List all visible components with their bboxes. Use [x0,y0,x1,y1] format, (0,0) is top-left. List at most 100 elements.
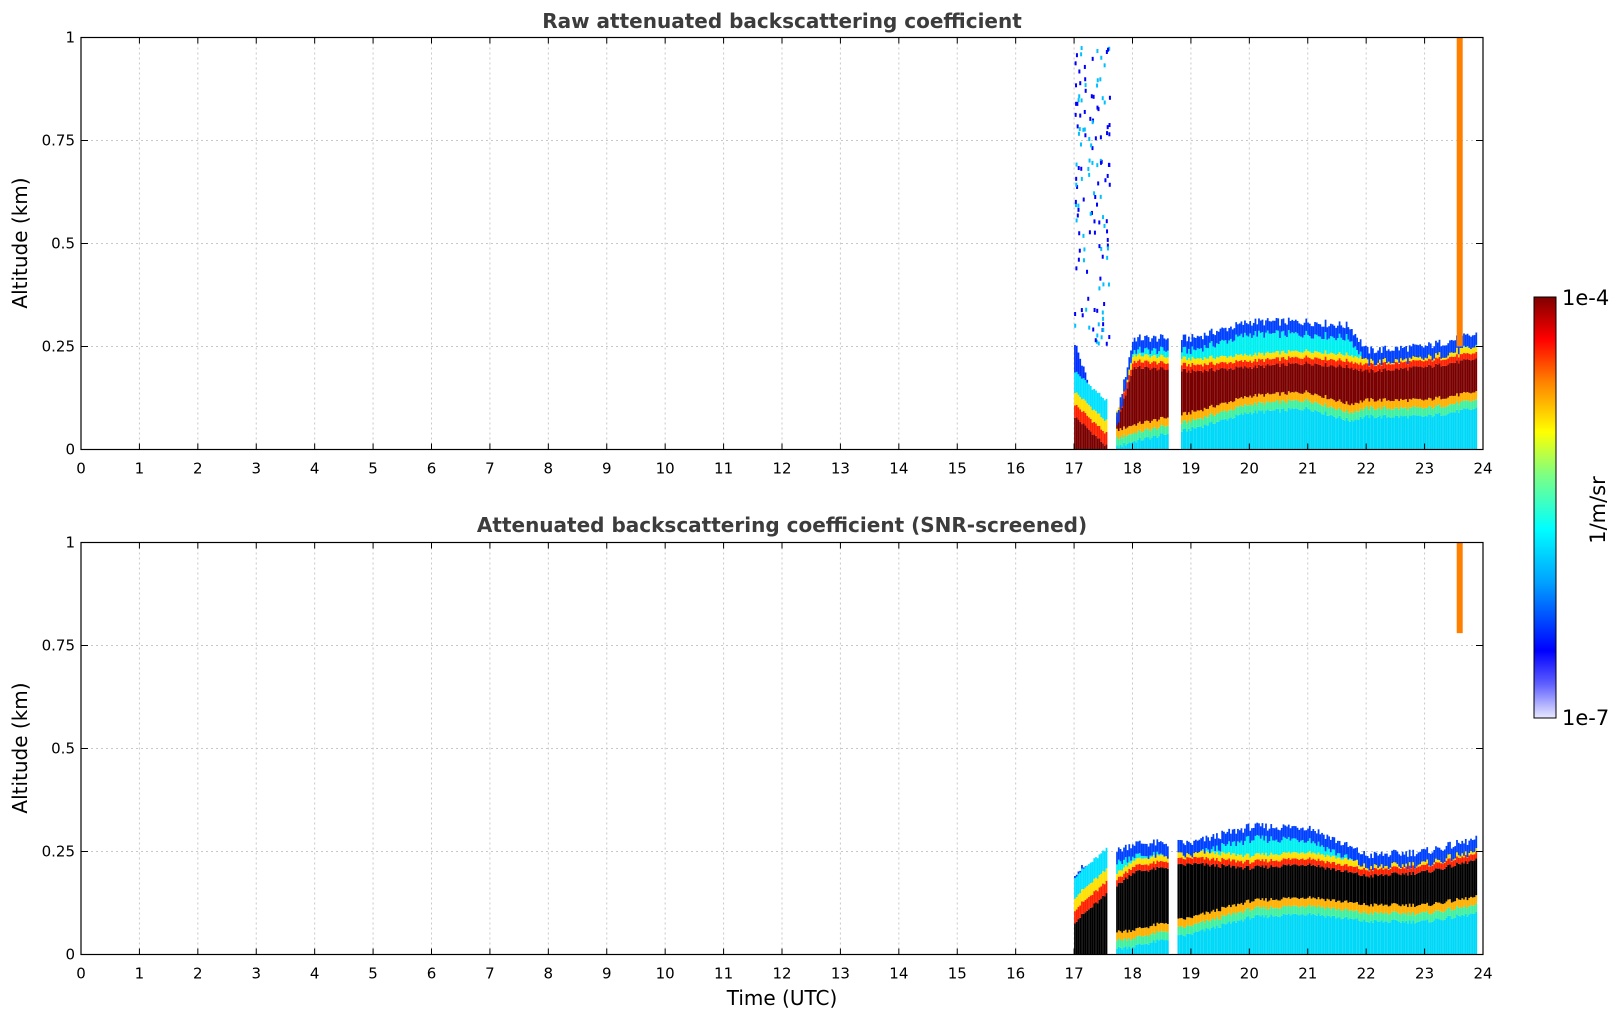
heatmap-cell [1340,871,1343,903]
heatmap-cell [1256,404,1259,414]
heatmap-cell [1347,355,1350,362]
heatmap-cell [1106,173,1109,178]
heatmap-cell [1135,433,1138,443]
heatmap-cell [1277,829,1280,843]
heatmap-cell [1354,872,1357,903]
heatmap-cell [1205,425,1208,450]
heatmap-cell [1473,905,1476,914]
heatmap-cell [1471,897,1474,906]
heatmap-cell [1084,912,1087,955]
heatmap-cell [1475,852,1478,859]
heatmap-cell [1401,851,1404,865]
heatmap-cell [1345,854,1348,858]
heatmap-cell [1140,871,1143,929]
heatmap-cell [1083,109,1086,114]
heatmap-cell [1231,402,1234,411]
heatmap-cell [1195,411,1197,420]
heatmap-cell [1186,925,1188,934]
heatmap-cell [1419,415,1422,450]
heatmap-cell [1452,350,1455,357]
heatmap-cell [1228,356,1231,363]
heatmap-cell [1205,848,1208,851]
heatmap-cell [1138,869,1141,928]
heatmap-cell [1450,350,1453,357]
heatmap-cell [1105,431,1108,445]
heatmap-cell [1124,946,1127,955]
heatmap-cell [1342,902,1344,911]
heatmap-cell [1471,353,1474,360]
heatmap-cell [1359,416,1362,450]
heatmap-cell [1251,405,1253,415]
heatmap-cell [1317,336,1320,353]
heatmap-cell [1403,905,1406,915]
heatmap-cell [1272,352,1274,359]
heatmap-cell [1372,922,1374,955]
heatmap-cell [1133,432,1136,441]
heatmap-cell [1195,862,1197,916]
heatmap-cell [1396,368,1399,400]
heatmap-cell [1331,353,1334,360]
heatmap-cell [1305,898,1308,907]
heatmap-cell [1093,388,1096,410]
heatmap-cell [1265,359,1267,366]
heatmap-cell [1368,858,1371,871]
heatmap-cell [1393,401,1395,410]
heatmap-cell [1333,400,1336,409]
heatmap-cell [1138,840,1141,854]
heatmap-cell [1280,357,1283,364]
heatmap-cell [1081,868,1083,890]
heatmap-cell [1459,347,1462,355]
heatmap-cell [1286,865,1288,899]
heatmap-cell [1331,861,1334,869]
heatmap-cell [1228,864,1231,905]
heatmap-cell [1336,869,1339,901]
heatmap-cell [1138,438,1141,450]
heatmap-cell [1407,923,1409,955]
heatmap-cell [1159,354,1162,361]
heatmap-cell [1163,363,1166,370]
panel-1-title: Raw attenuated backscattering coefficien… [542,9,1022,33]
heatmap-cell [1089,385,1092,407]
heatmap-cell [1382,356,1385,363]
heatmap-cell [1084,413,1087,426]
heatmap-cell [1286,838,1288,853]
heatmap-cell [1084,899,1087,913]
heatmap-cell [1457,357,1460,364]
heatmap-cell [1473,913,1476,955]
heatmap-cell [1268,867,1271,901]
heatmap-cell [1189,430,1192,450]
heatmap-cell [1242,857,1245,864]
heatmap-cell [1254,823,1257,836]
x-tick-label: 0 [76,965,86,983]
heatmap-cell [1100,429,1103,442]
heatmap-cell [1238,398,1241,407]
heatmap-cell [1331,899,1334,908]
heatmap-cell [1408,367,1411,399]
heatmap-cell [1100,853,1103,874]
heatmap-cell [1142,440,1145,450]
heatmap-cell [1275,839,1278,855]
heatmap-cell [1226,906,1229,915]
heatmap-cell [1308,838,1311,852]
heatmap-cell [1221,419,1224,450]
heatmap-cell [1468,353,1471,360]
heatmap-cell [1156,341,1159,355]
heatmap-cell [1359,351,1362,357]
heatmap-cell [1189,863,1192,918]
heatmap-cell [1300,858,1302,866]
heatmap-cell [1340,325,1343,338]
heatmap-cell [1263,867,1266,901]
heatmap-cell [1182,346,1185,357]
heatmap-cell [1445,845,1448,859]
heatmap-cell [1293,838,1295,853]
heatmap-cell [1265,859,1267,866]
heatmap-cell [1394,866,1397,873]
heatmap-cell [1364,855,1367,868]
heatmap-cell [1128,381,1131,426]
x-tick-label: 5 [368,965,378,983]
heatmap-cell [1436,902,1439,911]
heatmap-cell [1082,258,1085,263]
heatmap-cell [1328,399,1330,408]
heatmap-cell [1195,931,1197,955]
heatmap-cell [1405,399,1408,408]
